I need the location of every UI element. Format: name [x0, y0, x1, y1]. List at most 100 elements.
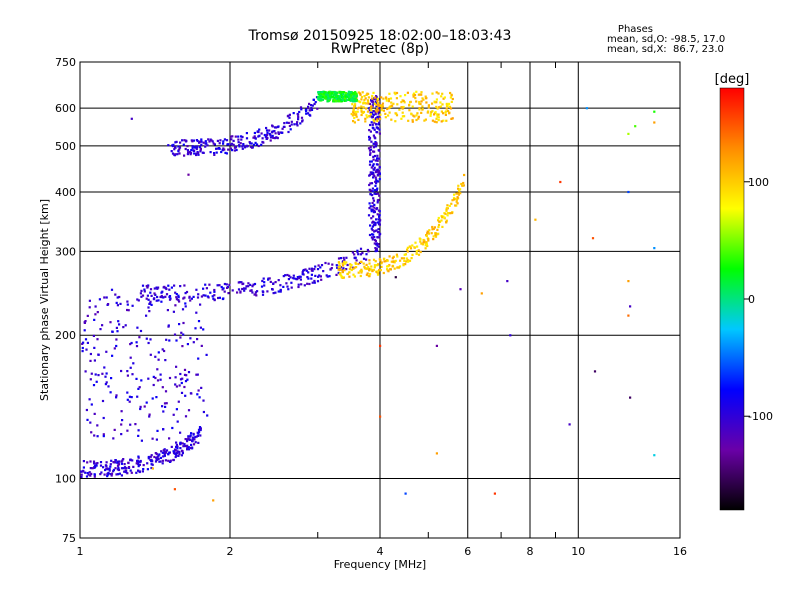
data-point: [277, 290, 280, 293]
data-point: [99, 461, 103, 464]
data-point: [86, 341, 89, 344]
y-tick-label: 500: [55, 140, 76, 153]
data-point: [288, 274, 291, 277]
data-point: [372, 258, 376, 261]
data-point: [116, 296, 119, 299]
data-point: [388, 111, 391, 114]
data-point: [377, 231, 380, 234]
data-point: [183, 443, 186, 446]
data-point: [161, 459, 164, 462]
data-point: [147, 341, 150, 345]
data-point: [106, 473, 109, 476]
data-point: [174, 376, 177, 379]
data-point: [374, 137, 377, 140]
data-point: [168, 437, 171, 440]
data-point: [302, 268, 306, 272]
data-point: [211, 295, 214, 298]
data-point: [155, 452, 158, 455]
data-point: [249, 283, 252, 286]
data-point: [374, 250, 377, 253]
data-point: [126, 391, 129, 394]
data-point: [428, 229, 431, 232]
data-point: [148, 310, 151, 313]
data-point: [117, 473, 120, 476]
data-point: [437, 113, 440, 116]
data-point: [402, 264, 405, 267]
data-point: [120, 462, 123, 465]
data-point: [368, 275, 371, 278]
data-point: [149, 300, 152, 303]
data-point: [369, 224, 372, 227]
data-point: [296, 121, 299, 124]
data-point: [292, 112, 295, 115]
data-point: [338, 95, 341, 98]
data-point: [96, 424, 99, 427]
data-point: [193, 152, 196, 155]
data-point: [450, 211, 453, 215]
data-point: [178, 384, 181, 387]
data-point: [183, 139, 186, 142]
data-point: [150, 303, 153, 306]
data-point: [164, 451, 167, 454]
data-point: [283, 125, 286, 128]
data-point: [435, 91, 438, 94]
data-point: [212, 142, 215, 145]
chart-subtitle: RwPretec (8p): [331, 41, 429, 57]
data-point: [192, 433, 195, 436]
data-point: [266, 133, 269, 136]
data-point: [404, 263, 407, 266]
data-point: [371, 238, 374, 241]
data-point: [433, 100, 436, 103]
data-point: [202, 294, 205, 297]
data-point: [82, 470, 85, 473]
data-point: [429, 114, 432, 117]
data-point: [112, 468, 115, 471]
data-point: [149, 338, 152, 341]
data-point: [109, 321, 112, 324]
data-point: [404, 94, 407, 97]
data-point: [341, 262, 344, 265]
data-point: [373, 210, 376, 214]
data-point: [154, 293, 157, 296]
data-point: [92, 334, 95, 337]
data-point: [441, 103, 444, 106]
data-point: [405, 257, 408, 260]
data-point: [232, 143, 235, 146]
data-point: [353, 266, 356, 269]
data-point: [437, 106, 441, 109]
data-point: [373, 203, 376, 206]
data-point: [286, 115, 289, 118]
data-point: [139, 459, 142, 463]
data-point: [373, 206, 376, 209]
data-point: [359, 101, 362, 104]
data-point: [457, 187, 460, 190]
data-point: [328, 95, 331, 98]
data-point: [295, 123, 298, 126]
data-point: [359, 274, 362, 278]
data-point: [345, 268, 348, 271]
data-point: [367, 266, 370, 269]
data-point: [117, 468, 121, 472]
data-point: [360, 271, 363, 274]
data-point: [136, 395, 139, 398]
data-point: [424, 244, 427, 247]
data-point: [269, 136, 273, 139]
data-point: [290, 123, 293, 126]
data-point: [164, 359, 167, 362]
data-point: [174, 449, 177, 452]
data-point: [448, 204, 451, 207]
data-point: [372, 102, 375, 105]
data-point: [375, 218, 378, 221]
data-point: [329, 268, 332, 271]
data-point: [421, 108, 424, 111]
stats-line-x: mean, sd,X: 86.7, 23.0: [607, 44, 724, 55]
data-point: [375, 169, 378, 172]
data-point: [411, 244, 414, 247]
data-point: [373, 266, 376, 269]
data-point: [137, 469, 140, 472]
data-point: [372, 91, 375, 94]
data-point: [186, 153, 189, 156]
data-point: [380, 104, 383, 107]
data-point: [187, 371, 191, 374]
